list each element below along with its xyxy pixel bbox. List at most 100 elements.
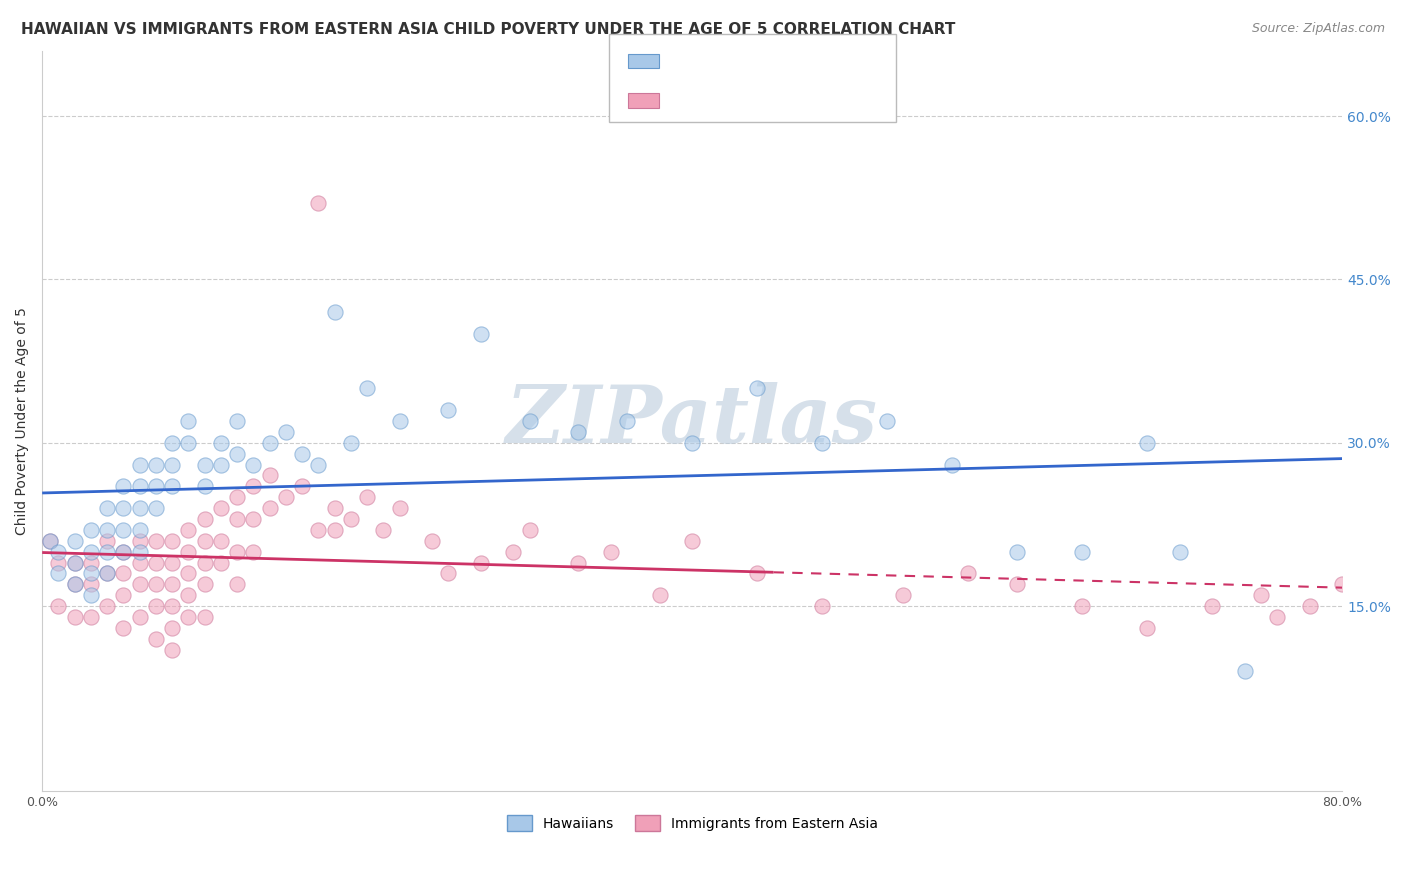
Point — [1299, 599, 1322, 614]
Point — [177, 588, 200, 602]
Y-axis label: Child Poverty Under the Age of 5: Child Poverty Under the Age of 5 — [15, 307, 30, 535]
Point — [160, 577, 183, 591]
Point — [893, 588, 915, 602]
Point — [941, 458, 963, 472]
Text: N =: N = — [766, 93, 800, 108]
Point — [226, 577, 249, 591]
Text: R =: R = — [671, 93, 704, 108]
Point — [145, 556, 167, 570]
Point — [112, 501, 135, 516]
Point — [128, 577, 150, 591]
Point — [160, 621, 183, 635]
Point — [420, 533, 443, 548]
Point — [1364, 610, 1386, 624]
Point — [323, 501, 346, 516]
Point — [1250, 588, 1272, 602]
Point — [112, 523, 135, 537]
Legend: Hawaiians, Immigrants from Eastern Asia: Hawaiians, Immigrants from Eastern Asia — [501, 810, 883, 836]
Point — [128, 533, 150, 548]
Point — [519, 523, 541, 537]
Point — [177, 523, 200, 537]
Point — [48, 556, 70, 570]
Point — [681, 533, 703, 548]
Point — [96, 523, 118, 537]
Point — [160, 479, 183, 493]
Point — [63, 533, 86, 548]
Point — [226, 414, 249, 428]
Point — [194, 533, 217, 548]
Point — [80, 556, 103, 570]
Text: R =: R = — [671, 54, 704, 69]
Point — [194, 610, 217, 624]
Point — [226, 490, 249, 504]
Point — [681, 435, 703, 450]
Point — [388, 501, 411, 516]
Point — [63, 577, 86, 591]
Point — [811, 599, 834, 614]
Point — [600, 544, 623, 558]
Point — [274, 490, 297, 504]
Point — [145, 599, 167, 614]
Point — [145, 458, 167, 472]
Point — [39, 533, 62, 548]
Point — [48, 566, 70, 581]
Point — [567, 556, 589, 570]
Point — [145, 479, 167, 493]
Point — [308, 458, 330, 472]
Point — [1233, 665, 1256, 679]
Point — [747, 381, 769, 395]
Point — [177, 435, 200, 450]
Point — [194, 479, 217, 493]
Point — [39, 533, 62, 548]
Point — [145, 632, 167, 646]
Point — [96, 533, 118, 548]
Point — [209, 556, 232, 570]
Point — [373, 523, 395, 537]
Point — [48, 544, 70, 558]
Point — [160, 435, 183, 450]
Point — [291, 479, 314, 493]
Point — [437, 403, 460, 417]
Point — [194, 458, 217, 472]
Point — [177, 414, 200, 428]
Text: 61: 61 — [801, 54, 823, 69]
Point — [128, 556, 150, 570]
Point — [96, 501, 118, 516]
Text: Source: ZipAtlas.com: Source: ZipAtlas.com — [1251, 22, 1385, 36]
Point — [80, 566, 103, 581]
Text: N =: N = — [766, 54, 800, 69]
Point — [242, 458, 264, 472]
Point — [96, 566, 118, 581]
Point — [226, 544, 249, 558]
Text: 85: 85 — [801, 93, 823, 108]
Point — [1265, 610, 1288, 624]
Point — [63, 556, 86, 570]
Point — [145, 533, 167, 548]
Point — [226, 447, 249, 461]
Point — [96, 566, 118, 581]
Point — [48, 599, 70, 614]
Point — [128, 501, 150, 516]
Point — [616, 414, 638, 428]
Point — [437, 566, 460, 581]
Point — [470, 556, 492, 570]
Point — [80, 523, 103, 537]
Point — [1071, 544, 1094, 558]
Point — [128, 523, 150, 537]
Point — [145, 501, 167, 516]
Text: HAWAIIAN VS IMMIGRANTS FROM EASTERN ASIA CHILD POVERTY UNDER THE AGE OF 5 CORREL: HAWAIIAN VS IMMIGRANTS FROM EASTERN ASIA… — [21, 22, 956, 37]
Point — [209, 533, 232, 548]
Point — [209, 458, 232, 472]
Point — [177, 610, 200, 624]
Point — [194, 512, 217, 526]
Point — [1201, 599, 1223, 614]
Point — [1136, 435, 1159, 450]
Point — [291, 447, 314, 461]
Point — [340, 512, 363, 526]
Point — [1136, 621, 1159, 635]
Point — [96, 599, 118, 614]
Point — [226, 512, 249, 526]
Point — [502, 544, 524, 558]
Point — [1007, 577, 1029, 591]
Point — [259, 501, 281, 516]
